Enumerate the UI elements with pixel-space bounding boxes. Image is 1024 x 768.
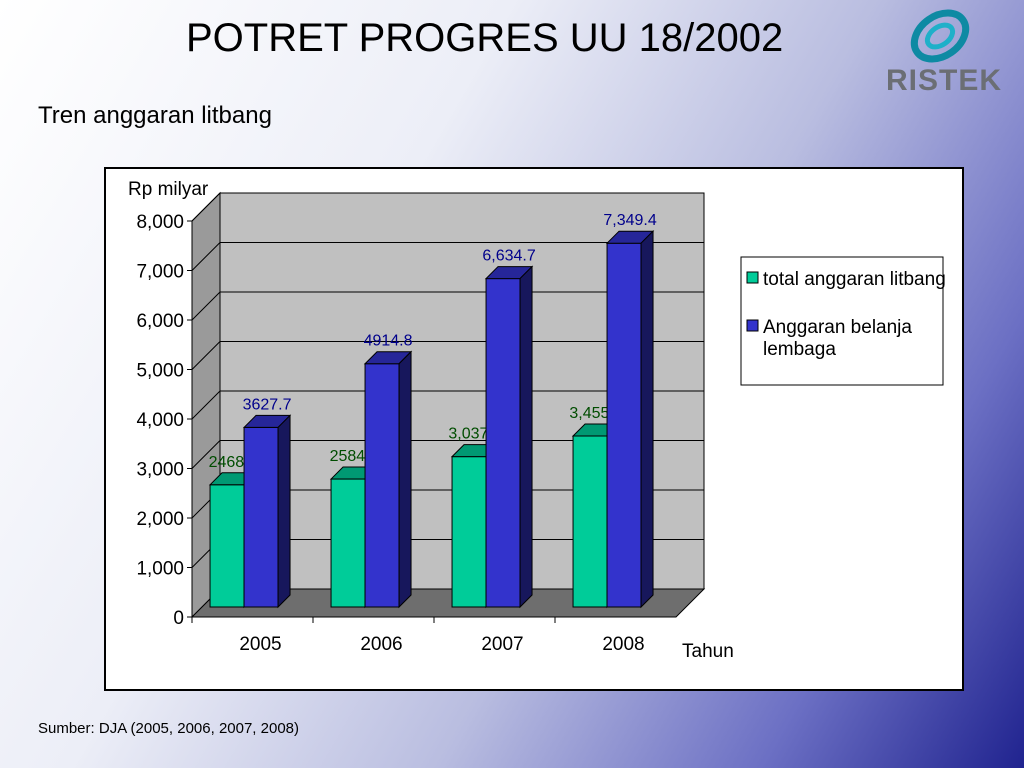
bar: 3627.7 [243, 396, 292, 609]
y-tick-label: 5,000 [136, 361, 184, 382]
x-tick-label: 2008 [602, 634, 644, 655]
x-axis-title: Tahun [682, 641, 734, 662]
bar-front [606, 242, 642, 608]
slide-title: POTRET PROGRES UU 18/2002 [186, 16, 784, 60]
bar-value-label: 4914.8 [364, 333, 413, 350]
y-tick-label: 8,000 [136, 212, 184, 233]
slide-subtitle: Tren anggaran litbang [38, 102, 272, 129]
legend-label: Anggaran belanja lembaga [763, 317, 912, 360]
bar-side [398, 350, 412, 609]
x-tick-label: 2006 [360, 634, 402, 655]
legend-swatch [746, 271, 759, 284]
legend-box [740, 256, 944, 386]
x-tick-label: 2007 [481, 634, 523, 655]
bar-front [364, 363, 400, 608]
bar-front [572, 435, 608, 608]
y-tick-label: 0 [173, 608, 184, 629]
y-tick-label: 3,000 [136, 460, 184, 481]
bar: 4914.8 [364, 333, 413, 609]
bar-front [330, 478, 366, 608]
legend-swatch [746, 319, 759, 332]
gridline [191, 192, 704, 222]
bar-front [209, 484, 245, 608]
bar-front [243, 426, 279, 608]
gridline [191, 242, 704, 271]
gridline [191, 440, 704, 469]
bar-value-label: 3627.7 [243, 396, 292, 413]
y-tick-label: 2,000 [136, 509, 184, 530]
bar-front [451, 456, 487, 608]
y-tick-label: 7,000 [136, 262, 184, 283]
y-tick-label: 1,000 [136, 559, 184, 580]
y-axis-title: Rp milyar [128, 179, 209, 200]
gridline [191, 291, 704, 321]
gridline [191, 341, 704, 370]
bar: 7,349.4 [603, 212, 657, 609]
ristek-logo-emblem [910, 9, 970, 63]
gridline [191, 390, 704, 420]
source-note: Sumber: DJA (2005, 2006, 2007, 2008) [38, 720, 300, 737]
bar-side [519, 265, 533, 609]
ristek-logo-text: RISTEK [886, 64, 1003, 97]
bar-side [277, 414, 291, 609]
y-tick-label: 6,000 [136, 311, 184, 332]
chart-container: 0 1,000 2,000 3,000 4,000 5,000 6,000 7,000 8,00… [104, 167, 964, 691]
y-tick-label: 4,000 [136, 410, 184, 431]
legend-label: total anggaran litbang [763, 269, 946, 290]
bar-value-label: 7,349.4 [603, 212, 656, 229]
bar-value-label: 6,634.7 [482, 248, 535, 265]
x-tick-label: 2005 [239, 634, 281, 655]
bar-side [640, 229, 654, 609]
ristek-logo: RISTEK [884, 2, 1004, 100]
bar: 6,634.7 [482, 248, 536, 609]
bar-chart: 0 1,000 2,000 3,000 4,000 5,000 6,000 7,000 8,00… [128, 179, 946, 662]
bar-front [485, 278, 521, 608]
